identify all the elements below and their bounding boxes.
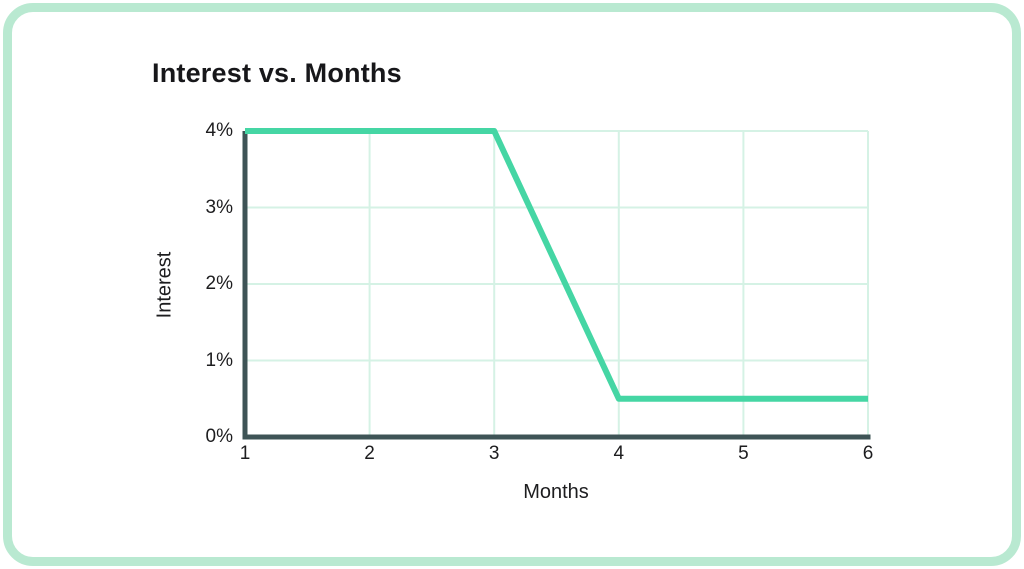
plot-area bbox=[242, 128, 871, 440]
x-tick-label: 1 bbox=[239, 443, 251, 464]
x-tick-label: 3 bbox=[488, 443, 500, 464]
x-tick-label: 6 bbox=[862, 443, 874, 464]
x-tick-label: 2 bbox=[364, 443, 375, 464]
y-tick-label: 2% bbox=[205, 273, 233, 294]
y-tick-label: 3% bbox=[205, 196, 233, 218]
line-chart-svg bbox=[242, 128, 871, 440]
y-tick-label: 4% bbox=[205, 120, 233, 141]
y-tick-label: 0% bbox=[205, 426, 233, 447]
x-tick-label: 4 bbox=[613, 443, 625, 464]
x-tick-label: 5 bbox=[738, 443, 749, 464]
x-axis-title: Months bbox=[523, 481, 589, 503]
chart-title: Interest vs. Months bbox=[152, 58, 402, 88]
interest-series-line bbox=[245, 128, 868, 402]
y-tick-label: 1% bbox=[205, 349, 233, 371]
